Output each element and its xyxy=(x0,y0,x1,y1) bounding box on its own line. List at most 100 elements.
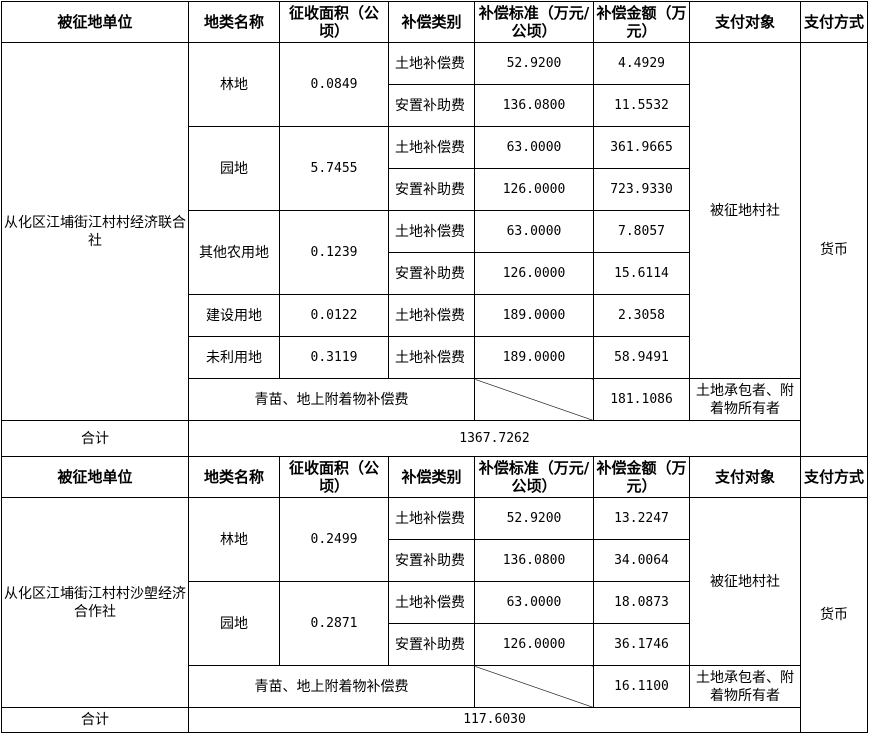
table-row: 其他农用地 0.1239 土地补偿费 63.0000 7.8057 xyxy=(2,210,868,295)
table-row: 园地 5.7455 土地补偿费 63.0000 361.9665 xyxy=(2,126,868,211)
attachment-payee: 土地承包者、附着物所有者 xyxy=(689,378,801,421)
header-amount: 补偿金额（万元） xyxy=(593,1,690,43)
attachment-payee: 土地承包者、附着物所有者 xyxy=(689,665,801,708)
standard: 63.0000 xyxy=(474,581,594,624)
compensation-type: 土地补偿费 xyxy=(388,210,475,253)
table-row: 从化区江埔街江村村沙塱经济合作社 林地 0.2499 土地补偿费 52.9200 13.2… xyxy=(1,497,868,733)
header-area: 征收面积（公顷） xyxy=(279,1,389,43)
area: 0.1239 xyxy=(279,210,389,295)
header-unit: 被征地单位 xyxy=(1,1,189,43)
payment-method: 货币 xyxy=(800,497,868,733)
table-row: 安置补助费 136.0800 34.0064 xyxy=(2,539,868,582)
land-type: 建设用地 xyxy=(188,294,280,337)
total-value: 1367.7262 xyxy=(188,420,801,457)
standard: 63.0000 xyxy=(474,210,594,253)
header-payee: 支付对象 xyxy=(689,456,801,498)
land-type: 林地 xyxy=(188,497,280,582)
area: 5.7455 xyxy=(279,126,389,211)
attachment-row: 青苗、地上附着物补偿费 181.1086 土地承包者、附着物所有者 xyxy=(2,378,868,421)
amount: 58.9491 xyxy=(593,336,690,379)
attachment-row: 青苗、地上附着物补偿费 16.1100 土地承包者、附着物所有者 xyxy=(2,665,868,708)
total-label: 合计 xyxy=(1,420,189,457)
standard: 189.0000 xyxy=(474,294,594,337)
payment-method: 货币 xyxy=(800,42,868,457)
header-row: 被征地单位 地类名称 征收面积（公顷） 补偿类别 补偿标准（万元/公顷） 补偿金额（万元）… xyxy=(1,456,868,498)
compensation-type: 安置补助费 xyxy=(388,84,475,127)
amount: 18.0873 xyxy=(593,581,690,624)
amount: 15.6114 xyxy=(593,252,690,295)
attachment-amount: 181.1086 xyxy=(593,378,690,421)
amount: 723.9330 xyxy=(593,168,690,211)
standard: 126.0000 xyxy=(474,252,594,295)
standard: 63.0000 xyxy=(474,126,594,169)
amount: 7.8057 xyxy=(593,210,690,253)
land-type: 林地 xyxy=(188,42,280,127)
header-row: 被征地单位 地类名称 征收面积（公顷） 补偿类别 补偿标准（万元/公顷） 补偿金额（万元）… xyxy=(1,1,868,43)
area: 0.0849 xyxy=(279,42,389,127)
header-payee: 支付对象 xyxy=(689,1,801,43)
amount: 34.0064 xyxy=(593,539,690,582)
expropriated-unit: 从化区江埔街江村村沙塱经济合作社 xyxy=(1,497,189,708)
header-land-type: 地类名称 xyxy=(188,456,280,498)
table-row: 园地 0.2871 土地补偿费 63.0000 18.0873 xyxy=(2,581,868,666)
compensation-type: 土地补偿费 xyxy=(388,42,475,85)
header-method: 支付方式 xyxy=(800,456,868,498)
table-row: 从化区江埔街江村村经济联合社 林地 0.0849 土地补偿费 52.9200 4.4929… xyxy=(1,42,868,457)
total-row: 合计 1367.7262 xyxy=(1,420,868,457)
standard: 52.9200 xyxy=(474,42,594,85)
compensation-type: 安置补助费 xyxy=(388,623,475,666)
header-land-type: 地类名称 xyxy=(188,1,280,43)
header-unit: 被征地单位 xyxy=(1,456,189,498)
attachment-label: 青苗、地上附着物补偿费 xyxy=(188,378,475,421)
table-row: 安置补助费 126.0000 36.1746 xyxy=(2,623,868,666)
amount: 13.2247 xyxy=(593,497,690,540)
table-row: 安置补助费 126.0000 723.9330 xyxy=(2,168,868,211)
table-row: 未利用地 0.3119 土地补偿费 189.0000 58.9491 xyxy=(2,336,868,379)
area: 0.2871 xyxy=(279,581,389,666)
amount: 11.5532 xyxy=(593,84,690,127)
land-type: 其他农用地 xyxy=(188,210,280,295)
compensation-type: 土地补偿费 xyxy=(388,497,475,540)
table-row: 安置补助费 126.0000 15.6114 xyxy=(2,252,868,295)
area: 0.2499 xyxy=(279,497,389,582)
compensation-type: 土地补偿费 xyxy=(388,581,475,624)
diagonal-empty-cell xyxy=(474,665,594,708)
compensation-type: 安置补助费 xyxy=(388,168,475,211)
standard: 52.9200 xyxy=(474,497,594,540)
amount: 36.1746 xyxy=(593,623,690,666)
expropriated-unit: 从化区江埔街江村村经济联合社 xyxy=(1,42,189,421)
header-amount: 补偿金额（万元） xyxy=(593,456,690,498)
payee: 被征地村社 xyxy=(689,497,801,666)
header-area: 征收面积（公顷） xyxy=(279,456,389,498)
compensation-type: 土地补偿费 xyxy=(388,126,475,169)
table-row: 建设用地 0.0122 土地补偿费 189.0000 2.3058 xyxy=(2,294,868,337)
attachment-amount: 16.1100 xyxy=(593,665,690,708)
attachment-label: 青苗、地上附着物补偿费 xyxy=(188,665,475,708)
compensation-type: 安置补助费 xyxy=(388,252,475,295)
land-type: 未利用地 xyxy=(188,336,280,379)
compensation-type: 土地补偿费 xyxy=(388,294,475,337)
total-row: 合计 117.6030 xyxy=(1,707,868,733)
diagonal-empty-cell xyxy=(474,378,594,421)
payee: 被征地村社 xyxy=(689,42,801,379)
land-type: 园地 xyxy=(188,581,280,666)
standard: 189.0000 xyxy=(474,336,594,379)
total-label: 合计 xyxy=(1,707,189,733)
header-comp-type: 补偿类别 xyxy=(388,1,475,43)
area: 0.0122 xyxy=(279,294,389,337)
standard: 136.0800 xyxy=(474,539,594,582)
land-type: 园地 xyxy=(188,126,280,211)
standard: 126.0000 xyxy=(474,623,594,666)
header-standard: 补偿标准（万元/公顷） xyxy=(474,456,594,498)
amount: 2.3058 xyxy=(593,294,690,337)
compensation-type: 土地补偿费 xyxy=(388,336,475,379)
header-standard: 补偿标准（万元/公顷） xyxy=(474,1,594,43)
header-method: 支付方式 xyxy=(800,1,868,43)
compensation-type: 安置补助费 xyxy=(388,539,475,582)
standard: 126.0000 xyxy=(474,168,594,211)
header-comp-type: 补偿类别 xyxy=(388,456,475,498)
standard: 136.0800 xyxy=(474,84,594,127)
area: 0.3119 xyxy=(279,336,389,379)
amount: 361.9665 xyxy=(593,126,690,169)
